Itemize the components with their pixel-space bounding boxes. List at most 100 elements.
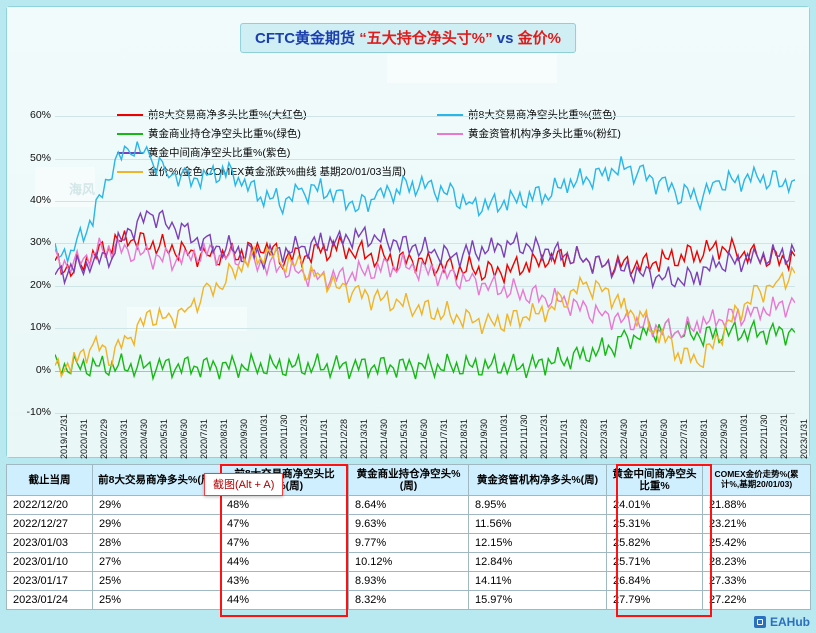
x-axis-tick-label: 2020/6/30 xyxy=(179,418,189,459)
table-cell-c4: 8.95% xyxy=(468,495,607,516)
x-axis-tick-label: 2021/12/31 xyxy=(539,413,549,459)
table-row: 2023/01/17 25% 43% 8.93% 14.11% 26.84% 27.33% xyxy=(6,571,811,592)
x-axis-tick-label: 2023/1/31 xyxy=(799,418,809,459)
x-axis-tick-label: 2021/5/31 xyxy=(399,418,409,459)
table-cell-c6: 28.23% xyxy=(702,552,811,573)
th-managed-money-net-long: 黄金资管机构净多头%(周) xyxy=(468,463,607,497)
th-dealer-net-short: 黄金中间商净空头比重% xyxy=(606,463,703,497)
table-row: 2023/01/24 25% 44% 8.32% 15.97% 27.79% 27.22% xyxy=(6,590,811,611)
x-axis-tick-label: 2022/5/31 xyxy=(639,418,649,459)
watermark-block-3 xyxy=(387,47,557,83)
x-axis-tick-label: 2019/12/31 xyxy=(59,413,69,459)
legend-label: 黄金中间商净空头比重%(紫色) xyxy=(148,147,291,159)
table-cell-c1: 29% xyxy=(92,495,221,516)
table-cell-date: 2022/12/27 xyxy=(6,514,93,535)
table-cell-c5: 24.01% xyxy=(606,495,703,516)
watermark-block-1 xyxy=(35,167,95,207)
legend-label: 黄金资管机构净多头比重%(粉红) xyxy=(468,128,621,140)
y-axis-tick-label: 60% xyxy=(29,109,51,122)
x-axis-tick-label: 2022/9/30 xyxy=(719,418,729,459)
grid-line xyxy=(55,201,795,202)
grid-line xyxy=(55,243,795,245)
legend-item-2: 黄金商业持仓净空头比重%(绿色) xyxy=(117,126,437,141)
table-cell-c2: 44% xyxy=(220,552,349,573)
eahub-label: EAHub xyxy=(770,615,810,629)
x-axis-tick-label: 2021/9/30 xyxy=(479,418,489,459)
table-row: 2023/01/03 28% 47% 9.77% 12.15% 25.82% 25.42% xyxy=(6,533,811,554)
table-cell-c2: 48% xyxy=(220,495,349,516)
x-axis-tick-label: 2022/1/31 xyxy=(559,418,569,459)
x-axis-tick-label: 2020/5/31 xyxy=(159,418,169,459)
table-cell-date: 2023/01/17 xyxy=(6,571,93,592)
table-header: 截止当周 前8大交易商净多头%(周) 前8大交易商净空头比重%(周) 黄金商业持… xyxy=(6,463,811,497)
chart-title-part-3: vs xyxy=(492,30,518,47)
series-line xyxy=(55,141,795,265)
table-cell-c6: 21.88% xyxy=(702,495,811,516)
x-axis-tick-label: 2021/8/31 xyxy=(459,418,469,459)
x-axis-tick-label: 2020/10/31 xyxy=(259,413,269,459)
table-cell-c4: 14.11% xyxy=(468,571,607,592)
x-axis-tick-label: 2020/8/31 xyxy=(219,418,229,459)
legend-item-1: 前8大交易商净空头比重%(蓝色) xyxy=(437,107,757,122)
table-cell-c5: 25.82% xyxy=(606,533,703,554)
legend-row-2: 黄金商业持仓净空头比重%(绿色) 黄金资管机构净多头比重%(粉红) xyxy=(117,126,757,141)
table-cell-c1: 27% xyxy=(92,552,221,573)
x-axis-tick-label: 2021/10/31 xyxy=(499,413,509,459)
x-axis-tick-label: 2021/4/30 xyxy=(379,418,389,459)
table-cell-c3: 9.77% xyxy=(348,533,469,554)
chart-series-svg xyxy=(55,141,795,382)
legend-row-1: 前8大交易商净多头比重%(大红色) 前8大交易商净空头比重%(蓝色) xyxy=(117,107,757,122)
legend-swatch-icon xyxy=(117,113,143,116)
x-axis-tick-label: 2022/2/28 xyxy=(579,418,589,459)
table-row: 2022/12/20 29% 48% 8.64% 8.95% 24.01% 21.88% xyxy=(6,495,811,516)
table-cell-c3: 8.93% xyxy=(348,571,469,592)
table-cell-c5: 27.79% xyxy=(606,590,703,611)
table-cell-c3: 8.64% xyxy=(348,495,469,516)
legend-item-0: 前8大交易商净多头比重%(大红色) xyxy=(117,107,437,122)
chart-title: CFTC黄金期货 “五大持仓净头寸%” vs 金价% xyxy=(240,23,576,53)
eahub-logo: EAHub xyxy=(754,615,810,629)
x-axis-tick-label: 2020/3/31 xyxy=(119,418,129,459)
table-cell-date: 2023/01/10 xyxy=(6,552,93,573)
table-cell-c1: 29% xyxy=(92,514,221,535)
table-cell-c6: 27.22% xyxy=(702,590,811,611)
legend-item-3: 黄金资管机构净多头比重%(粉红) xyxy=(437,126,757,141)
grid-line xyxy=(55,370,795,372)
table-cell-c3: 8.32% xyxy=(348,590,469,611)
x-axis-tick-label: 2021/6/30 xyxy=(419,418,429,459)
legend-swatch-icon xyxy=(437,113,463,116)
legend-swatch-icon xyxy=(117,132,143,135)
grid-line xyxy=(55,328,795,330)
y-axis-tick-label: 10% xyxy=(29,321,51,334)
watermark-block-2 xyxy=(127,307,247,331)
grid-line xyxy=(55,413,795,414)
table-header-row: 截止当周 前8大交易商净多头%(周) 前8大交易商净空头比重%(周) 黄金商业持… xyxy=(6,463,811,497)
table-cell-c3: 10.12% xyxy=(348,552,469,573)
table-cell-c1: 25% xyxy=(92,590,221,611)
x-axis-tick-label: 2022/3/31 xyxy=(599,418,609,459)
table-cell-c4: 11.56% xyxy=(468,514,607,535)
table-cell-c1: 25% xyxy=(92,571,221,592)
y-axis-tick-label: 20% xyxy=(29,278,51,291)
x-axis-tick-label: 2020/2/29 xyxy=(99,418,109,459)
table-cell-c5: 25.31% xyxy=(606,514,703,535)
table-cell-c1: 28% xyxy=(92,533,221,554)
x-axis-tick-label: 2022/8/31 xyxy=(699,418,709,459)
data-table: 截止当周 前8大交易商净多头%(周) 前8大交易商净空头比重%(周) 黄金商业持… xyxy=(6,463,811,611)
y-axis-tick-label: 40% xyxy=(29,194,51,206)
series-line xyxy=(55,237,795,340)
eahub-mark-icon xyxy=(754,616,766,628)
x-axis-tick-label: 2022/7/31 xyxy=(679,418,689,459)
table-row: 2023/01/10 27% 44% 10.12% 12.84% 25.71% 28.23% xyxy=(6,552,811,573)
x-axis-tick-label: 2022/10/31 xyxy=(739,413,749,459)
x-axis-tick-label: 2020/7/31 xyxy=(199,418,209,459)
plot-area: -10% 0% 10% 20% 30% 40% 50% 60% xyxy=(26,95,795,418)
chart-title-part-2: “五大持仓净头寸%” xyxy=(359,30,493,47)
th-commercial-net-short: 黄金商业持仓净空头%(周) xyxy=(348,463,469,497)
series-line xyxy=(55,209,795,290)
th-date: 截止当周 xyxy=(6,463,93,497)
y-axis-tick-label: 50% xyxy=(29,151,51,164)
x-axis-tick-label: 2021/7/31 xyxy=(439,418,449,459)
x-axis-tick-label: 2022/4/30 xyxy=(619,418,629,459)
